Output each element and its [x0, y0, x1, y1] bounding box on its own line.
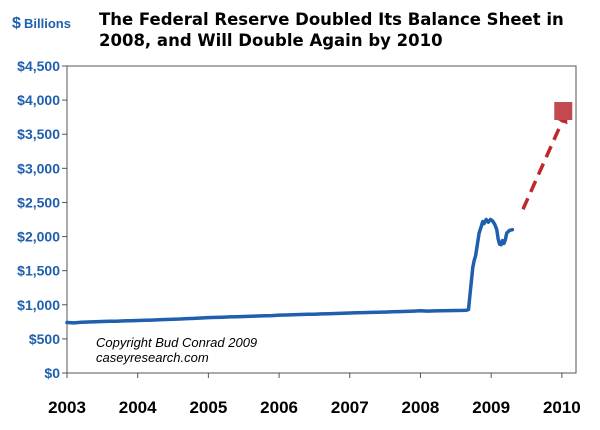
plot-area — [66, 65, 577, 374]
x-tick-label: 2005 — [189, 398, 227, 417]
x-tick-label: 2008 — [402, 398, 440, 417]
series-layer — [65, 217, 515, 325]
x-tick-label: 2009 — [472, 398, 510, 417]
balance-sheet-series-line — [65, 217, 515, 325]
source-annotation: caseyresearch.com — [96, 350, 209, 365]
chart-title-line-2: 2008, and Will Double Again by 2010 — [99, 31, 443, 50]
y-tick-label: $4,500 — [17, 58, 60, 74]
projection-dashed-line — [521, 121, 564, 210]
x-axis-ticks: 2003 2004 2005 2006 2007 2008 2009 2010 — [48, 373, 581, 417]
x-tick-label: 2010 — [543, 398, 581, 417]
chart-title-line-1: The Federal Reserve Doubled Its Balance … — [99, 10, 564, 29]
y-tick-label: $500 — [29, 331, 60, 347]
y-tick-label: $3,500 — [17, 126, 60, 142]
y-tick-label: $1,000 — [17, 297, 60, 313]
x-tick-label: 2006 — [260, 398, 298, 417]
y-axis-label: Billions — [24, 16, 71, 31]
x-tick-label: 2003 — [48, 398, 86, 417]
x-tick-label: 2004 — [119, 398, 157, 417]
y-tick-label: $0 — [44, 365, 60, 381]
y-tick-label: $1,500 — [17, 263, 60, 279]
projection-target-marker — [554, 102, 573, 121]
y-tick-label: $2,000 — [17, 229, 60, 245]
y-tick-label: $4,000 — [17, 92, 60, 108]
x-tick-label: 2007 — [331, 398, 369, 417]
y-tick-label: $2,500 — [17, 194, 60, 210]
projection-layer — [521, 102, 573, 210]
copyright-annotation: Copyright Bud Conrad 2009 — [96, 335, 257, 350]
y-axis-ticks: $0 $500 $1,000 $1,500 $2,000 $2,500 $3,000 $3,5… — [17, 58, 67, 381]
y-axis-unit-symbol: $ — [12, 15, 21, 32]
y-tick-label: $3,000 — [17, 160, 60, 176]
